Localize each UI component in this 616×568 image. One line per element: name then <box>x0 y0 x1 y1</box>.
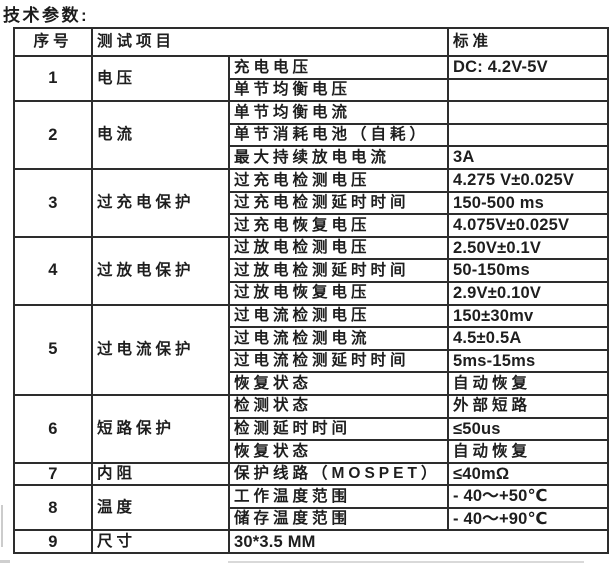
row-number-cell: 9 <box>13 529 93 555</box>
standard-cell: - 40～+50℃ <box>447 484 610 509</box>
standard-cell: 4.5±0.5A <box>447 326 610 351</box>
table-row: 5 过电流保护 过电流检测电压 150±30mv <box>13 303 610 396</box>
standard-cell: 3A <box>447 145 610 170</box>
category-cell: 电流 <box>91 100 230 170</box>
item-cell: 单节均衡电压 <box>227 77 450 103</box>
item-cell: 过放电检测电压 <box>227 235 450 261</box>
item-cell: 过放电检测延时时间 <box>227 258 450 283</box>
item-cell: 储存温度范围 <box>227 506 450 532</box>
tech-params-table: 序号 测试项目 标准 1 电压 充电电压 DC: 4.2V-5V 单节均衡电压 2 电流 单节… <box>13 27 610 555</box>
standard-cell: 外部短路 <box>447 393 610 419</box>
standard-cell: ≤40mΩ <box>447 461 610 487</box>
item-cell: 检测状态 <box>227 393 450 419</box>
item-cell: 过充电恢复电压 <box>227 213 450 238</box>
standard-cell: 5ms-15ms <box>447 348 610 374</box>
standard-cell: 2.9V±0.10V <box>447 280 610 306</box>
scan-artifact-mark <box>0 560 10 563</box>
table-row: 3 过充电保护 过充电检测电压 4.275 V±0.025V <box>13 167 610 238</box>
item-cell: 过电流检测电压 <box>227 303 450 329</box>
item-cell: 保护线路（MOSPET） <box>227 461 450 487</box>
standard-cell <box>447 77 610 103</box>
table-row: 单节均衡电压 <box>14 77 610 103</box>
standard-cell: 自动恢复 <box>447 439 610 464</box>
header-col-item: 测试项目 <box>90 27 450 57</box>
table-header: 序号 测试项目 标准 <box>13 27 610 57</box>
item-cell: 过放电恢复电压 <box>227 280 450 306</box>
table-row: 9 尺寸 30*3.5 MM <box>13 529 610 555</box>
row-number-cell: 7 <box>13 461 93 487</box>
standard-cell: 150±30mv <box>447 303 610 329</box>
category-cell: 过电流保护 <box>91 303 230 396</box>
item-cell: 过电流检测延时时间 <box>227 348 450 374</box>
standard-cell: 2.50V±0.1V <box>447 235 610 261</box>
row-number-cell: 3 <box>13 167 93 238</box>
item-cell: 最大持续放电电流 <box>227 145 450 170</box>
standard-cell: DC: 4.2V-5V <box>447 55 610 80</box>
scan-artifact-line <box>228 561 584 563</box>
scan-artifact-edge <box>1 505 3 547</box>
table-row: 7 内阻 保护线路（MOSPET） ≤40mΩ <box>13 461 610 487</box>
table-row: 过放电恢复电压 2.9V±0.10V <box>14 280 610 306</box>
table-row: 8 温度 工作温度范围 - 40～+50℃ <box>13 484 610 532</box>
item-cell: 单节均衡电流 <box>227 100 450 125</box>
row-number-cell: 2 <box>13 100 93 170</box>
item-cell: 过电流检测电流 <box>227 326 450 351</box>
standard-cell: 自动恢复 <box>447 371 610 396</box>
standard-cell: - 40～+90℃ <box>447 506 610 532</box>
item-cell: 恢复状态 <box>227 439 450 464</box>
row-number-cell: 6 <box>13 393 93 464</box>
category-cell: 电压 <box>91 54 230 103</box>
category-cell: 过充电保护 <box>91 167 230 238</box>
table-row: 6 短路保护 检测状态 外部短路 <box>13 393 610 464</box>
standard-cell <box>447 122 610 148</box>
standard-cell: 150-500 ms <box>447 190 610 216</box>
standard-cell: 50-150ms <box>447 258 610 283</box>
table-header-row: 序号 测试项目 标准 <box>13 27 610 57</box>
standard-cell: ≤50us <box>447 416 610 442</box>
table-row: 恢复状态 自动恢复 <box>14 439 610 464</box>
category-cell: 短路保护 <box>91 393 230 464</box>
row-number-cell: 5 <box>13 303 93 396</box>
row-number-cell: 8 <box>13 484 93 532</box>
table-body: 1 电压 充电电压 DC: 4.2V-5V 单节均衡电压 2 电流 单节均衡电流 单节消耗电池（… <box>13 54 610 555</box>
table-row: 4 过放电保护 过放电检测电压 2.50V±0.1V <box>13 235 610 306</box>
category-cell: 过放电保护 <box>91 235 230 306</box>
category-cell: 温度 <box>91 484 230 532</box>
page-title: 技术参数: <box>3 6 90 25</box>
table-row: 储存温度范围 - 40～+90℃ <box>14 506 610 532</box>
standard-cell <box>447 100 610 125</box>
table-row: 1 电压 充电电压 DC: 4.2V-5V <box>13 54 610 103</box>
row-number-cell: 4 <box>13 235 93 306</box>
category-cell: 内阻 <box>91 461 230 487</box>
item-cell: 检测延时时间 <box>227 416 450 442</box>
table-row: 恢复状态 自动恢复 <box>14 371 610 396</box>
header-col-no: 序号 <box>13 27 93 57</box>
item-cell: 工作温度范围 <box>227 484 450 509</box>
standard-cell: 4.075V±0.025V <box>447 213 610 238</box>
category-cell: 尺寸 <box>91 529 230 555</box>
item-cell: 恢复状态 <box>227 371 450 396</box>
standard-cell: 4.275 V±0.025V <box>447 167 610 193</box>
table-row: 过充电恢复电压 4.075V±0.025V <box>14 213 610 238</box>
item-cell: 单节消耗电池（自耗） <box>227 122 450 148</box>
header-col-standard: 标准 <box>447 27 610 57</box>
item-cell: 过充电检测电压 <box>227 167 450 193</box>
item-cell: 过充电检测延时时间 <box>227 190 450 216</box>
item-cell-merged: 30*3.5 MM <box>227 529 610 555</box>
row-number-cell: 1 <box>13 54 93 103</box>
table-row: 过放电检测延时时间 50-150ms <box>14 258 610 283</box>
item-cell: 充电电压 <box>227 55 450 80</box>
table-row: 2 电流 单节均衡电流 <box>13 100 610 170</box>
